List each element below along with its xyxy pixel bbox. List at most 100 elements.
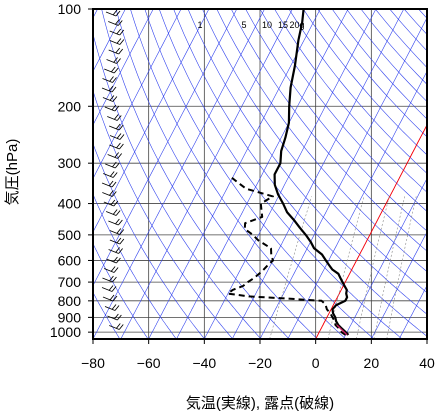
wind-barb-layer <box>101 9 125 330</box>
wind-barb-stem <box>103 173 114 178</box>
mixing-ratio-label: 5 <box>241 20 246 30</box>
wind-barb-stem <box>106 258 117 264</box>
isotherm-line <box>287 70 427 339</box>
dry-adiabat-line <box>274 9 427 193</box>
wind-barb-flag <box>110 199 116 206</box>
wind-barb-flag <box>109 95 115 101</box>
wind-barb-flag <box>115 218 120 225</box>
grid-layer <box>93 9 427 339</box>
wind-barb-flag <box>113 114 119 120</box>
dry-adiabat-line <box>101 9 290 339</box>
mixing-ratio-line <box>386 196 417 339</box>
wind-barb-stem <box>105 211 117 216</box>
series-layer <box>226 9 350 336</box>
wind-barb-flag <box>111 161 117 168</box>
isotherm-line <box>148 9 321 339</box>
wind-barb-flag <box>112 276 117 283</box>
wind-barb-flag <box>116 257 121 264</box>
wind-barb-stem <box>106 59 117 64</box>
wind-barb-stem <box>102 78 113 83</box>
isotherm-line <box>259 17 427 339</box>
wind-barb-flag <box>108 180 114 187</box>
wind-barb-stem <box>102 277 113 283</box>
isotherm-line <box>93 9 238 287</box>
wind-barb-stem <box>103 201 115 207</box>
isotherm-line <box>93 9 210 233</box>
dry-adiabat-line <box>93 291 121 339</box>
mixing-ratio-label: 15 <box>278 20 288 30</box>
wind-barb-flag <box>116 58 121 64</box>
wind-barb-flag <box>113 57 118 63</box>
wind-barb-stem <box>104 306 116 311</box>
wind-barb-stem <box>109 230 120 235</box>
wind-barb-flag <box>119 143 124 150</box>
y-axis-title: 気圧(hPa) <box>4 139 21 206</box>
wind-barb-flag <box>116 28 122 35</box>
wind-barb-flag <box>110 66 116 73</box>
wind-barb-flag <box>116 228 122 234</box>
wind-barb-flag <box>113 200 119 207</box>
dry-adiabat-line <box>93 89 234 339</box>
x-tick-label: −20 <box>248 355 272 371</box>
wind-barb-flag <box>108 190 114 196</box>
zero-isotherm-line <box>315 123 427 339</box>
isotherm-line <box>204 9 377 339</box>
surface-layer-highlight <box>336 324 348 336</box>
wind-barb-stem <box>103 268 115 273</box>
wind-barb-stem <box>102 296 114 302</box>
x-tick-label: 20 <box>364 355 380 371</box>
y-tick-label: 300 <box>58 155 82 171</box>
mixing-ratio-label: 1 <box>197 20 202 30</box>
dry-adiabat-line <box>144 9 375 339</box>
wind-barb-flag <box>115 123 121 130</box>
wind-barb-flag <box>119 134 125 140</box>
x-tick-label: 0 <box>312 355 320 371</box>
wind-barb-flag <box>116 133 122 139</box>
dry-adiabat-line <box>93 193 177 339</box>
wind-barb-flag <box>118 219 123 226</box>
x-axis-title: 気温(実線), 露点(破線) <box>186 395 334 412</box>
wind-barb-flag <box>115 323 121 329</box>
y-tick-label: 600 <box>58 252 82 268</box>
wind-barb-flag <box>111 304 117 310</box>
wind-barb-flag <box>117 314 122 321</box>
wind-barb-flag <box>109 171 115 177</box>
wind-barb-flag <box>114 162 120 169</box>
wind-barb-stem <box>105 11 117 17</box>
wind-barb-flag <box>112 77 117 83</box>
dry-adiabat-line <box>93 32 262 339</box>
wind-barb-flag <box>116 237 122 244</box>
mixing-ratio-label: 20g <box>289 20 304 30</box>
mixing-ratio-line <box>327 196 365 339</box>
mixing-ratio-line <box>356 196 390 339</box>
wind-barb-stem <box>109 144 120 150</box>
y-tick-label: 500 <box>58 227 82 243</box>
wind-barb-stem <box>109 135 121 140</box>
dry-adiabat-line <box>93 243 149 339</box>
dry-adiabat-line <box>259 9 427 212</box>
wind-barb-stem <box>108 220 119 226</box>
wind-barb-stem <box>101 287 113 292</box>
dry-adiabat-line <box>288 9 427 174</box>
wind-barb-flag <box>111 191 117 197</box>
mixing-ratio-layer <box>269 196 417 339</box>
wind-barb-flag <box>117 20 123 26</box>
mixing-ratio-labels: 1 5 10 15 20g <box>197 20 304 30</box>
wind-barb-stem <box>105 163 116 169</box>
wind-barb-stem <box>108 21 119 26</box>
wind-barb-stem <box>108 249 119 254</box>
tick-layer: −80 −60 −40 −20 0 20 40 100 200 300 400 500 600 700 80… <box>50 1 435 371</box>
wind-barb-stem <box>104 68 115 74</box>
wind-barb-stem <box>109 325 120 330</box>
x-tick-label: −80 <box>81 355 105 371</box>
dry-adiabat-line <box>130 9 346 339</box>
wind-barb-stem <box>109 30 120 36</box>
wind-barb-flag <box>113 67 119 74</box>
wind-barb-flag <box>118 324 124 330</box>
wind-barb-stem <box>104 106 116 112</box>
y-tick-label: 800 <box>58 293 82 309</box>
isotherm-line <box>371 231 427 339</box>
isotherm-line <box>343 177 427 339</box>
wind-barb-flag <box>115 210 121 216</box>
